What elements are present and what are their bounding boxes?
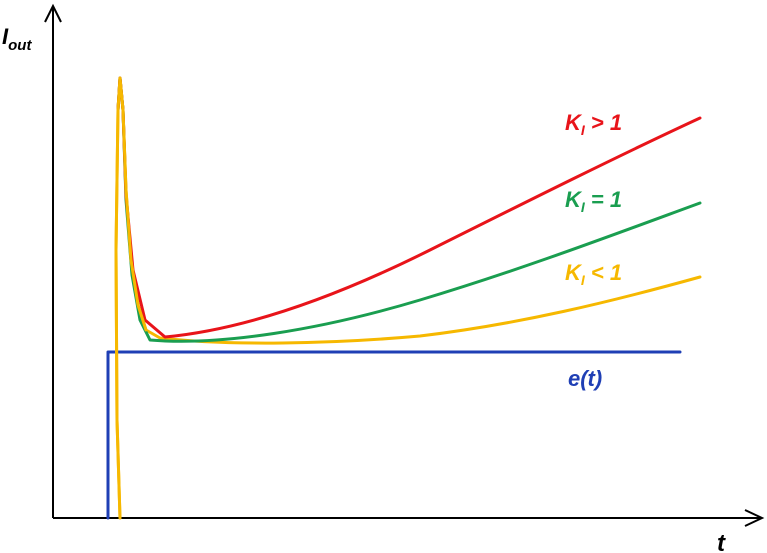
series-label-ki-gt-1: KI > 1 — [565, 110, 622, 138]
series-label-ki-lt-1: KI < 1 — [565, 260, 622, 288]
series-line-e-t — [106, 350, 682, 520]
x-axis-label: t — [717, 530, 726, 553]
series-layer — [106, 76, 702, 520]
series-line-ki-lt-1 — [114, 76, 702, 520]
series-label-e-t: e(t) — [568, 366, 602, 391]
y-axis-arrow — [44, 3, 62, 23]
series-line-ki-lt-1-spike — [114, 76, 148, 520]
axes — [44, 3, 765, 527]
series-line-ki-eq-1 — [116, 76, 702, 343]
series-label-ki-eq-1: KI = 1 — [565, 187, 622, 215]
x-axis-arrow — [744, 509, 765, 527]
y-axis-label: Iout — [2, 24, 32, 54]
series-line-ki-gt-1 — [116, 76, 702, 339]
